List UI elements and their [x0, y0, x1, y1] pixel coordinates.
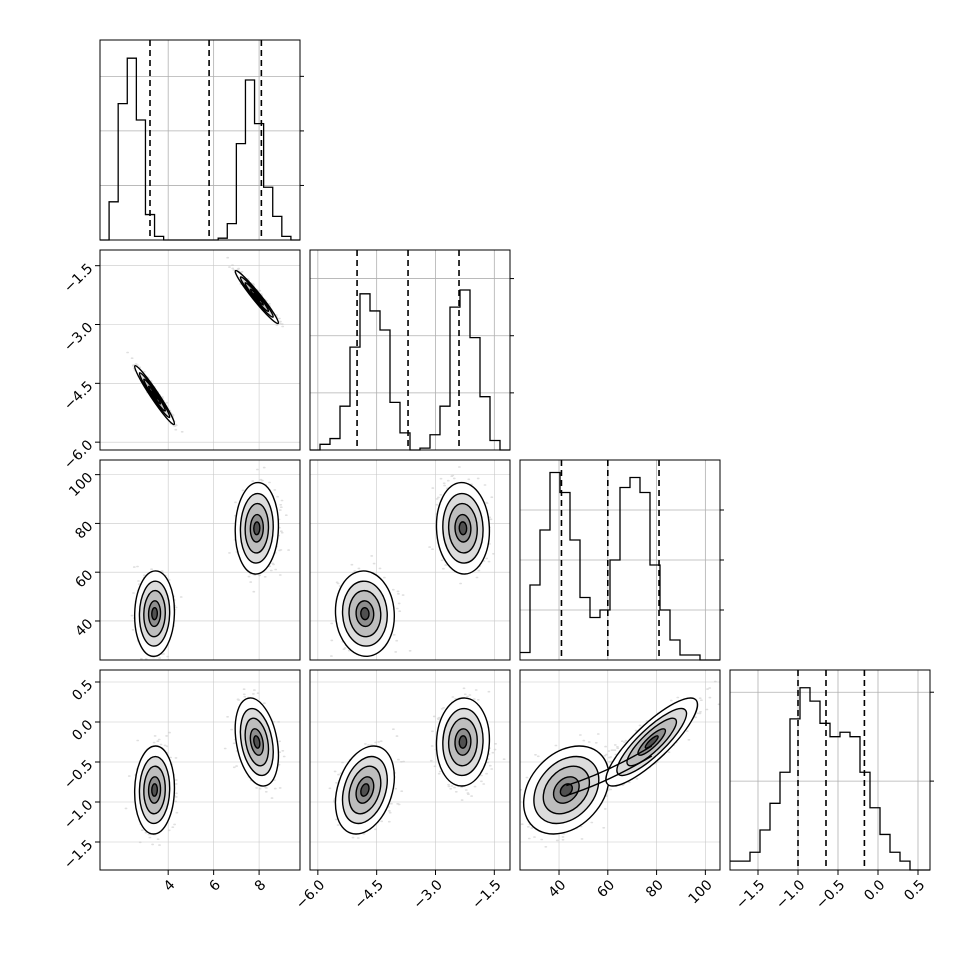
panel-content — [520, 670, 720, 870]
x-tick-label: 0.0 — [861, 877, 888, 904]
x-tick-label: −3.0 — [410, 877, 445, 912]
panel-content — [100, 670, 300, 870]
density-contour — [253, 521, 261, 536]
scatter-panel-1-0 — [99, 249, 301, 451]
density-contour — [458, 735, 468, 749]
y-tick-label: 0.5 — [69, 677, 96, 704]
scatter-panel-2-0 — [99, 459, 301, 661]
scatter-panel-3-1 — [309, 669, 511, 871]
density-contour — [644, 735, 659, 749]
x-tick-label: −1.5 — [733, 877, 768, 912]
density-contour — [151, 783, 159, 797]
y-tick-label: −3.0 — [61, 320, 96, 355]
scatter-points — [126, 256, 285, 433]
scatter-panel-3-2 — [519, 669, 721, 871]
density-contour — [360, 783, 370, 797]
hist-step-2 — [520, 471, 720, 661]
panel-frame — [309, 669, 511, 871]
x-tick-label: −1.5 — [469, 877, 504, 912]
y-tick-label: −1.0 — [61, 797, 96, 832]
x-tick-label: 100 — [686, 877, 716, 907]
density-contour — [458, 521, 468, 536]
hist-panel-0 — [99, 39, 301, 241]
x-tick-label: 8 — [252, 877, 270, 895]
panel-frame — [99, 249, 301, 451]
y-tick-label: −4.5 — [61, 378, 96, 413]
density-contour — [559, 783, 574, 797]
x-tick-label: 60 — [594, 877, 618, 901]
panel-content — [310, 460, 510, 660]
y-tick-label: 80 — [72, 518, 96, 542]
panel-frame — [99, 669, 301, 871]
x-tick-label: 40 — [545, 877, 569, 901]
hist-step-1 — [310, 289, 510, 451]
x-tick-label: 6 — [206, 877, 224, 895]
density-contour — [151, 390, 159, 400]
contour-bridge — [566, 745, 653, 797]
x-tick-label: 4 — [161, 877, 179, 895]
y-tick-label: 0.0 — [69, 717, 96, 744]
hist-step-0 — [100, 57, 300, 241]
x-tick-label: −6.0 — [293, 877, 328, 912]
panel-frame — [309, 459, 511, 661]
density-contour — [360, 606, 370, 621]
density-contour — [151, 606, 159, 621]
x-tick-label: −1.0 — [773, 877, 808, 912]
hist-step-3 — [730, 687, 930, 871]
y-tick-label: −1.5 — [61, 837, 96, 872]
x-tick-label: 80 — [643, 877, 667, 901]
x-tick-label: −4.5 — [352, 877, 387, 912]
hist-panel-2 — [519, 459, 721, 661]
x-tick-label: 0.5 — [901, 877, 928, 904]
y-tick-label: −0.5 — [61, 757, 96, 792]
density-contour — [253, 292, 261, 302]
panel-frame — [99, 459, 301, 661]
scatter-panel-2-1 — [309, 459, 511, 661]
density-contour — [253, 735, 261, 749]
panel-frame — [99, 39, 301, 241]
panel-frame — [729, 669, 931, 871]
panel-frame — [309, 249, 511, 451]
scatter-panel-3-0 — [99, 669, 301, 871]
hist-panel-1 — [309, 249, 511, 451]
panel-frame — [519, 669, 721, 871]
y-tick-label: 40 — [72, 616, 96, 640]
x-tick-label: −0.5 — [813, 877, 848, 912]
panel-content — [310, 670, 510, 870]
hist-panel-3 — [729, 669, 931, 871]
y-tick-label: 60 — [72, 567, 96, 591]
y-tick-label: −1.5 — [61, 261, 96, 296]
y-tick-label: 100 — [66, 470, 96, 500]
panel-content — [100, 250, 300, 450]
panel-content — [100, 460, 300, 660]
y-tick-label: −6.0 — [61, 437, 96, 472]
